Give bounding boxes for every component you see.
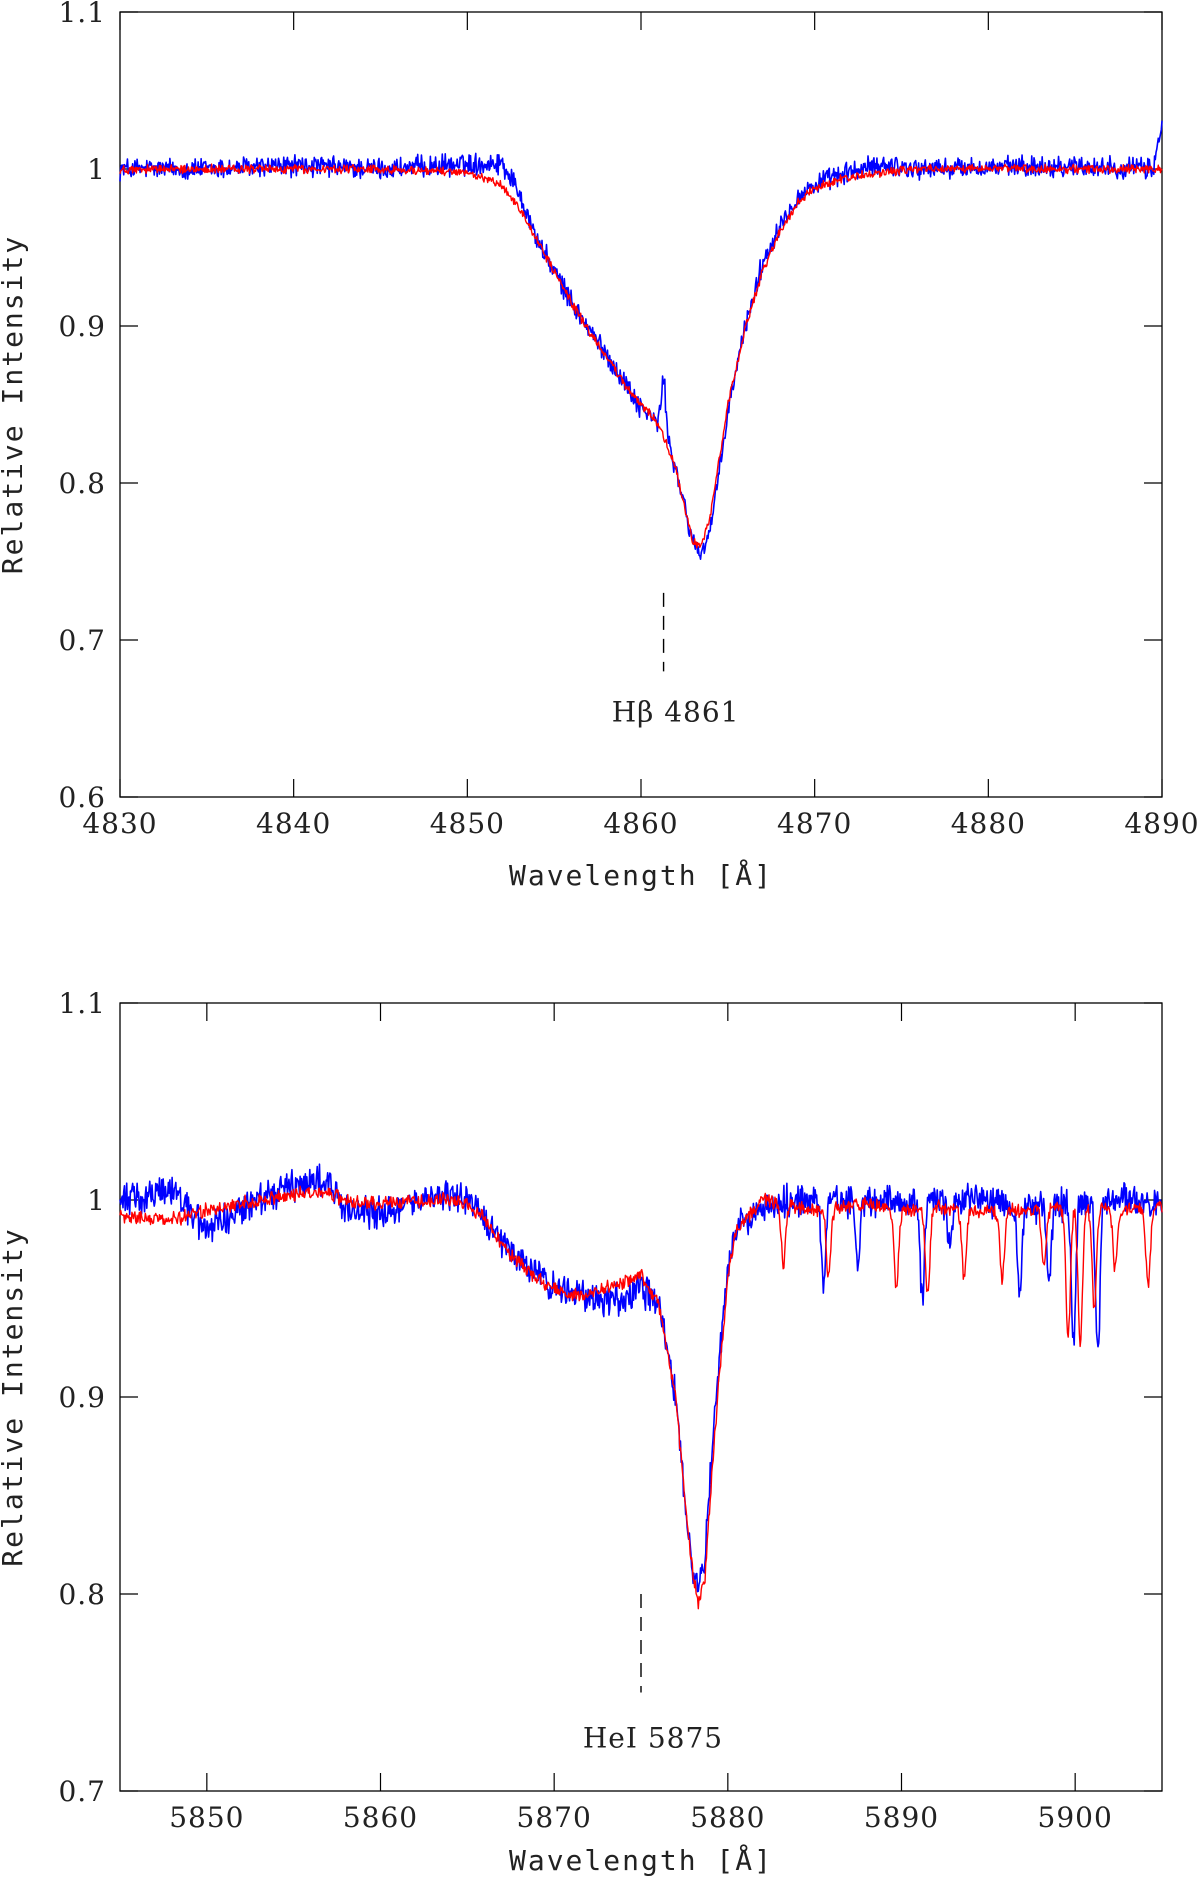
y-axis-title: Relative Intensity xyxy=(0,235,29,574)
x-tick-label: 5860 xyxy=(343,1801,418,1834)
series-group xyxy=(119,120,1163,560)
series-group xyxy=(119,1163,1163,1610)
x-tick-label: 4830 xyxy=(82,807,157,840)
y-tick-label: 1 xyxy=(87,1184,106,1217)
x-tick-label: 4860 xyxy=(603,807,678,840)
y-tick-label: 0.9 xyxy=(58,310,106,343)
x-tick-labels: 4830 4840 4850 4860 4870 4880 4890 xyxy=(82,807,1199,840)
y-tick-label: 0.8 xyxy=(58,467,106,500)
y-tick-label: 0.6 xyxy=(58,781,106,814)
x-tick-label: 4850 xyxy=(430,807,505,840)
x-tick-label: 4880 xyxy=(951,807,1026,840)
x-tick-label: 4840 xyxy=(256,807,331,840)
spectrum-model xyxy=(119,163,1163,549)
panel-top: 0.6 0.7 0.8 0.9 1 1.1 4830 4840 4850 4860 4870 488… xyxy=(0,0,1199,892)
x-tick-label: 5850 xyxy=(169,1801,244,1834)
x-tick-label: 4870 xyxy=(777,807,852,840)
spectrum-observed xyxy=(119,120,1163,560)
x-tick-label: 4890 xyxy=(1124,807,1199,840)
spectrum-model xyxy=(119,1185,1163,1610)
y-tick-label: 1.1 xyxy=(58,987,106,1020)
y-tick-label: 1 xyxy=(87,153,106,186)
y-tick-label: 0.7 xyxy=(58,624,106,657)
x-axis-title: Wavelength [Å] xyxy=(509,858,773,892)
x-tick-label: 5880 xyxy=(690,1801,765,1834)
x-tick-label: 5890 xyxy=(864,1801,939,1834)
x-tick-label: 5870 xyxy=(517,1801,592,1834)
x-axis-title: Wavelength [Å] xyxy=(509,1843,773,1877)
y-tick-label: 1.1 xyxy=(58,0,106,29)
x-tick-label: 5900 xyxy=(1038,1801,1113,1834)
line-annotation: HeI 5875 xyxy=(583,1722,723,1755)
y-tick-labels: 0.6 0.7 0.8 0.9 1 1.1 xyxy=(58,0,106,814)
y-tick-labels: 0.7 0.8 0.9 1 1.1 xyxy=(58,987,106,1808)
y-tick-label: 0.7 xyxy=(58,1775,106,1808)
y-axis-title: Relative Intensity xyxy=(0,1227,29,1566)
y-tick-label: 0.9 xyxy=(58,1381,106,1414)
y-tick-label: 0.8 xyxy=(58,1578,106,1611)
x-tick-labels: 5850 5860 5870 5880 5890 5900 xyxy=(169,1801,1113,1834)
line-annotation: Hβ 4861 xyxy=(612,695,740,728)
panel-bottom: 0.7 0.8 0.9 1 1.1 5850 5860 5870 5880 5890 5900 H… xyxy=(0,987,1163,1877)
